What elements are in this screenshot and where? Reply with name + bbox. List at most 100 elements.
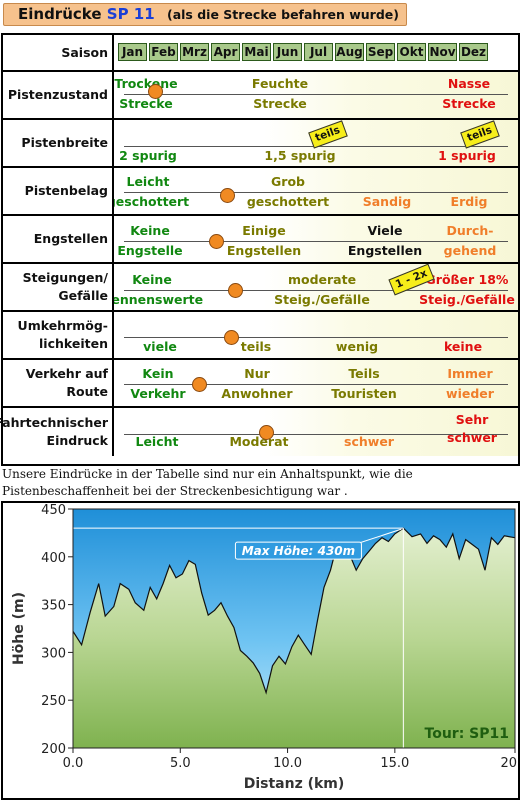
row-verkehr-auf-route: Verkehr auf Route Kein Verkehr Nur Anwohner T…	[3, 360, 518, 408]
arrow-tag: teils	[460, 120, 500, 149]
row-engstellen: Engstellen Keine Engstelle Einige Engstellen…	[3, 216, 518, 264]
y-tick-label: 300	[41, 646, 66, 661]
y-axis-label: Höhe (m)	[11, 592, 27, 665]
title-code: SP 11	[106, 5, 155, 23]
scale-word: Nennenswerte	[114, 292, 204, 307]
scale-word: Immer	[447, 366, 493, 381]
scale-word: Leicht	[126, 174, 170, 189]
scale-word: 1 spurig	[438, 148, 496, 163]
scale-word: 1,5 spurig	[264, 148, 336, 163]
row-scale: Keine Engstelle Einige Engstellen Viele Engst…	[114, 216, 518, 262]
scale-word: Größer 18%	[425, 272, 509, 287]
scale-word: Viele	[367, 223, 403, 238]
month-aug: Aug	[335, 43, 364, 61]
scale-word: Grob	[271, 174, 305, 189]
y-tick-label: 450	[41, 503, 66, 518]
scale-line	[124, 94, 508, 95]
scale-word: Strecke	[253, 96, 307, 111]
row-label: Engstellen	[3, 216, 114, 262]
assessment-table: Saison Jan Feb Mrz Apr Mai Jun Jul Aug Sep Okt Nov D…	[0, 33, 520, 466]
scale-word: schwer	[447, 430, 497, 445]
row-label: Verkehr auf Route	[3, 360, 114, 406]
x-tick-label: 0.0	[63, 756, 84, 771]
footnote: Unsere Eindrücke in der Tabelle sind nur…	[2, 467, 413, 498]
scale-word: Durch-	[446, 223, 494, 238]
month-okt: Okt	[397, 43, 426, 61]
scale-line	[124, 290, 508, 291]
row-scale: Leicht Moderat schwer Sehr schwer	[114, 408, 518, 456]
scale-word: Engstellen	[226, 243, 302, 258]
scale-word: gehend	[443, 243, 497, 258]
month-mrz: Mrz	[180, 43, 209, 61]
scale-word: Steig./Gefälle	[274, 292, 370, 307]
rating-marker	[148, 84, 163, 99]
row-pistenzustand: Pistenzustand Trockene Strecke Feuchte Strec…	[3, 72, 518, 120]
row-pistenbelag: Pistenbelag Leicht geschottert Grob geschott…	[3, 168, 518, 216]
scale-word: Engstellen	[347, 243, 423, 258]
row-label: Pistenbreite	[3, 120, 114, 166]
month-nov: Nov	[428, 43, 457, 61]
scale-word: Kein	[142, 366, 174, 381]
scale-word: teils	[240, 339, 272, 354]
scale-word: Nur	[244, 366, 270, 381]
row-umkehrmög-lichkeiten: Umkehrmög- lichkeiten viele teils wenig kein…	[3, 312, 518, 360]
season-row: Saison Jan Feb Mrz Apr Mai Jun Jul Aug Sep Okt Nov D…	[3, 35, 518, 72]
scale-word: wieder	[446, 386, 494, 401]
scale-word: Sehr	[455, 412, 489, 427]
row-scale: Keine Nennenswerte moderate Steig./Gefälle G…	[114, 264, 518, 310]
month-strip: Jan Feb Mrz Apr Mai Jun Jul Aug Sep Okt Nov Dez	[118, 43, 488, 61]
rating-marker	[228, 283, 243, 298]
scale-word: viele	[143, 339, 177, 354]
x-tick-label: 5.0	[170, 756, 191, 771]
month-feb: Feb	[149, 43, 178, 61]
row-steigungen-gefälle: Steigungen/ Gefälle Keine Nennenswerte mode…	[3, 264, 518, 312]
month-jan: Jan	[118, 43, 147, 61]
scale-word: geschottert	[114, 194, 190, 209]
row-scale: Trockene Strecke Feuchte Strecke Nasse Streck…	[114, 72, 518, 118]
scale-word: Trockene	[114, 76, 178, 91]
title-prefix: Eindrücke	[18, 5, 102, 23]
month-sep: Sep	[366, 43, 395, 61]
month-jun: Jun	[273, 43, 302, 61]
row-scale: viele teils wenig keine	[114, 312, 518, 358]
scale-word: Teils	[348, 366, 380, 381]
scale-word: Strecke	[442, 96, 496, 111]
arrow-tag: teils	[308, 120, 348, 149]
elevation-chart-svg: Max Höhe: 430m 200 250 300 350 400 450 0.0 5.0 10…	[11, 503, 521, 792]
scale-word: Sandig	[362, 194, 412, 209]
y-tick-label: 250	[41, 694, 66, 709]
y-tick-label: 350	[41, 599, 66, 614]
row-label: Pistenbelag	[3, 168, 114, 214]
title-subtitle: (als die Strecke befahren wurde)	[167, 7, 399, 22]
scale-word: Steig./Gefälle	[419, 292, 515, 307]
scale-word: Touristen	[331, 386, 397, 401]
scale-word: geschottert	[246, 194, 330, 209]
y-tick-label: 200	[41, 742, 66, 757]
scale-word: Feuchte	[251, 76, 309, 91]
scale-line	[124, 384, 508, 385]
scale-word: moderate	[287, 272, 357, 287]
max-height-label-box	[234, 541, 362, 560]
elevation-chart: Max Höhe: 430m 200 250 300 350 400 450 0.0 5.0 10…	[1, 501, 521, 800]
row-label: Fahrtechnischer Eindruck	[0, 408, 114, 456]
scale-word: Verkehr	[130, 386, 186, 401]
scale-word: Leicht	[135, 434, 179, 449]
rating-marker	[209, 234, 224, 249]
rating-marker	[220, 188, 235, 203]
row-scale: Kein Verkehr Nur Anwohner Teils Touristen Imme…	[114, 360, 518, 406]
y-tick-label: 400	[41, 551, 66, 566]
elevation-line	[73, 527, 515, 695]
x-tick-label: 10.0	[273, 756, 302, 771]
scale-word: wenig	[335, 339, 379, 354]
row-scale: Leicht geschottert Grob geschottert Sandig Er…	[114, 168, 518, 214]
row-pistenbreite: Pistenbreite 2 spurig 1,5 spurig 1 spurig te…	[3, 120, 518, 168]
month-apr: Apr	[211, 43, 240, 61]
scale-line	[124, 434, 508, 435]
rating-marker	[259, 425, 274, 440]
month-dez: Dez	[459, 43, 488, 61]
scale-word: Erdig	[450, 194, 488, 209]
scale-word: Moderat	[229, 434, 289, 449]
x-tick-label: 20.6	[501, 756, 518, 771]
row-label: Umkehrmög- lichkeiten	[3, 312, 114, 358]
scale-word: schwer	[344, 434, 394, 449]
